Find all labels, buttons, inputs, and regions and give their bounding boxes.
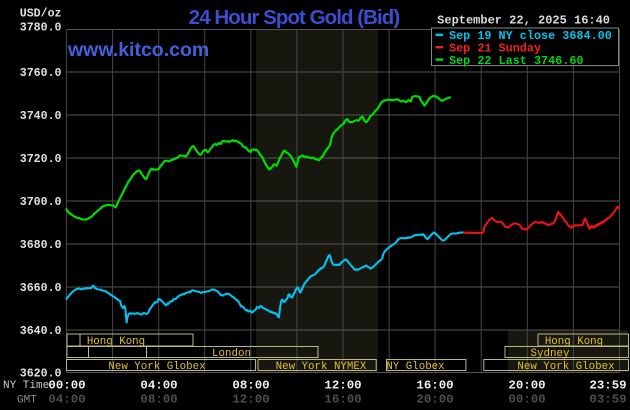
svg-text:00:00: 00:00 xyxy=(508,393,545,407)
svg-text:23:59: 23:59 xyxy=(589,379,626,393)
svg-text:04:00: 04:00 xyxy=(48,393,85,407)
svg-text:00:00: 00:00 xyxy=(48,379,85,393)
svg-text:New York Globex: New York Globex xyxy=(517,361,614,373)
svg-text:Hong Kong: Hong Kong xyxy=(545,336,603,348)
svg-text:USD/oz: USD/oz xyxy=(20,8,62,21)
svg-text:NY Time: NY Time xyxy=(3,380,49,392)
svg-text:08:00: 08:00 xyxy=(232,379,269,393)
svg-text:3720.0: 3720.0 xyxy=(20,153,62,166)
svg-text:3740.0: 3740.0 xyxy=(20,110,62,123)
svg-text:04:00: 04:00 xyxy=(140,379,177,393)
svg-text:3680.0: 3680.0 xyxy=(20,239,62,252)
svg-text:NY Globex: NY Globex xyxy=(386,361,444,373)
svg-text:New York Globex: New York Globex xyxy=(108,361,205,373)
svg-text:www.kitco.com: www.kitco.com xyxy=(67,39,209,61)
svg-text:Sydney: Sydney xyxy=(531,348,570,360)
svg-text:12:00: 12:00 xyxy=(232,393,269,407)
svg-text:GMT: GMT xyxy=(17,395,37,407)
svg-text:3640.0: 3640.0 xyxy=(20,325,62,338)
svg-text:3660.0: 3660.0 xyxy=(20,282,62,295)
svg-text:3620.0: 3620.0 xyxy=(20,368,62,381)
svg-text:3700.0: 3700.0 xyxy=(20,196,62,209)
svg-text:3780.0: 3780.0 xyxy=(20,22,62,35)
svg-text:20:00: 20:00 xyxy=(508,379,545,393)
svg-text:Sep 22 Last 3746.60: Sep 22 Last 3746.60 xyxy=(449,54,584,68)
svg-text:Sep 19 NY close 3684.00: Sep 19 NY close 3684.00 xyxy=(449,29,612,43)
svg-text:24 Hour Spot Gold (Bid): 24 Hour Spot Gold (Bid) xyxy=(189,6,400,29)
svg-text:September 22, 2025 16:40: September 22, 2025 16:40 xyxy=(437,14,610,28)
svg-text:London: London xyxy=(212,348,251,360)
svg-text:08:00: 08:00 xyxy=(140,393,177,407)
svg-text:12:00: 12:00 xyxy=(324,379,361,393)
svg-text:3760.0: 3760.0 xyxy=(20,67,62,80)
svg-text:16:00: 16:00 xyxy=(416,379,453,393)
svg-text:16:00: 16:00 xyxy=(324,393,361,407)
svg-text:20:00: 20:00 xyxy=(416,393,453,407)
svg-text:03:59: 03:59 xyxy=(589,393,626,407)
svg-text:Sep 21 Sunday: Sep 21 Sunday xyxy=(449,41,541,55)
svg-text:New York NYMEX: New York NYMEX xyxy=(276,361,367,373)
svg-text:Hong Kong: Hong Kong xyxy=(87,336,145,348)
